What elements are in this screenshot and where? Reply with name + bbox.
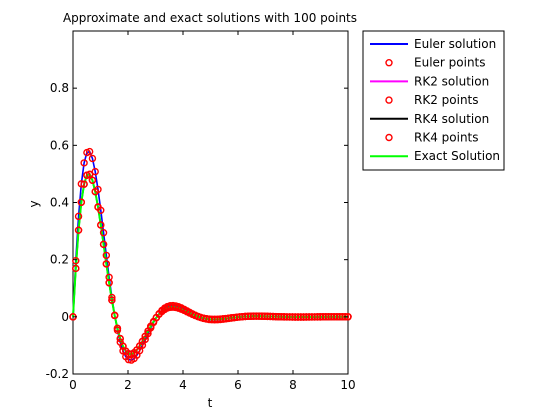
data-point-marker	[102, 260, 111, 268]
y-tick-label: 0.6	[50, 138, 69, 152]
x-tick-label: 0	[69, 378, 77, 392]
x-tick-label: 10	[340, 378, 355, 392]
data-point-marker	[72, 256, 80, 265]
x-tick-label: 2	[124, 378, 132, 392]
y-tick-label: 0.2	[50, 253, 69, 267]
y-axis-label: y	[27, 200, 41, 207]
legend-entry-label: RK2 points	[414, 93, 479, 107]
data-point-marker	[88, 154, 97, 163]
data-point-marker	[85, 170, 94, 179]
chart-title: Approximate and exact solutions with 100…	[63, 11, 357, 25]
data-point-marker	[119, 347, 127, 355]
y-axis-ticks: -0.2 0 0.2 0.4 0.6 0.8	[46, 81, 348, 381]
y-tick-label: 0	[61, 310, 69, 324]
x-axis-label: t	[208, 396, 213, 410]
x-tick-label: 6	[234, 378, 242, 392]
legend: Euler solution Euler points RK2 solution RK…	[362, 30, 505, 171]
data-point-marker	[97, 221, 105, 229]
data-point-marker	[105, 279, 113, 287]
legend-marker-swatch	[385, 59, 393, 67]
x-axis-ticks: 0 2 4 6 8 10	[69, 31, 356, 392]
data-point-marker	[108, 296, 116, 304]
data-point-marker	[116, 334, 124, 343]
data-point-marker	[77, 198, 86, 206]
x-tick-label: 4	[179, 378, 187, 392]
legend-entry-label: Exact Solution	[414, 149, 500, 163]
data-point-marker	[72, 264, 80, 273]
plot-area: 0 2 4 6 8 10 -0.200.20.40.60.8	[46, 30, 356, 392]
data-point-marker	[80, 180, 88, 188]
y-tick-label: 0.8	[50, 81, 69, 95]
data-point-marker	[99, 240, 108, 249]
data-point-marker	[80, 159, 88, 167]
data-point-marker	[110, 311, 119, 320]
data-point-marker	[91, 167, 99, 176]
data-point-marker	[74, 226, 83, 234]
data-point-marker	[85, 147, 94, 156]
legend-entry-label: Euler solution	[414, 37, 496, 51]
x-tick-label: 8	[289, 378, 297, 392]
data-point-marker	[94, 203, 102, 211]
y-tick-label: -0.2	[46, 367, 69, 381]
legend-entry-label: RK4 points	[414, 131, 479, 145]
data-point-marker	[77, 180, 86, 188]
data-point-marker	[108, 293, 116, 302]
data-point-marker	[88, 176, 97, 185]
y-tick-label: 0.4	[50, 196, 69, 210]
data-point-marker	[99, 229, 108, 237]
data-point-marker	[102, 251, 111, 260]
legend-marker-swatch	[385, 133, 393, 142]
legend-entry-label: RK4 solution	[414, 112, 489, 126]
data-point-marker	[91, 187, 99, 196]
legend-entry-label: Euler points	[414, 56, 486, 70]
marker-layer	[69, 147, 352, 364]
data-point-marker	[341, 313, 349, 321]
legend-marker-swatch	[385, 96, 393, 104]
data-point-marker	[74, 212, 83, 221]
data-point-marker	[113, 324, 122, 333]
legend-entries: Euler solution Euler points RK2 solution RK…	[370, 37, 500, 163]
legend-entry-label: RK2 solution	[414, 74, 489, 88]
